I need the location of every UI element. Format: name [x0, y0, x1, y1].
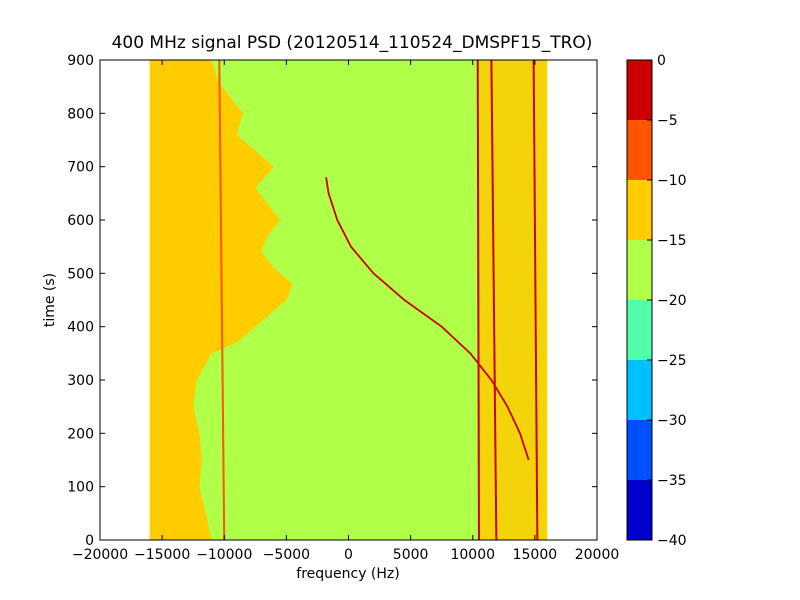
- x-tick-label: 20000: [575, 547, 620, 563]
- colorbar-tick-label: −40: [657, 533, 687, 549]
- y-tick-label: 400: [67, 320, 94, 336]
- x-tick-label: −15000: [134, 547, 190, 563]
- carrier-line: [476, 60, 480, 540]
- colorbar-tick-label: 0: [657, 53, 666, 69]
- x-tick-label: 10000: [450, 547, 495, 563]
- y-tick-label: 100: [67, 480, 94, 496]
- x-axis-label: frequency (Hz): [296, 566, 399, 582]
- y-tick-label: 0: [85, 533, 94, 549]
- y-axis-label: time (s): [42, 273, 58, 327]
- colorbar-segment: [627, 420, 652, 480]
- colorbar-segment: [627, 120, 652, 180]
- colorbar-segment: [627, 480, 652, 540]
- y-tick-label: 300: [67, 373, 94, 389]
- doppler-curve: [325, 177, 530, 461]
- carrier-line: [218, 60, 226, 540]
- colorbar-segment: [627, 360, 652, 420]
- y-tick-label: 200: [67, 426, 94, 442]
- carrier-line: [490, 60, 498, 540]
- colorbar-tick-label: −30: [657, 413, 687, 429]
- carrier-line: [532, 60, 539, 540]
- colorbar: 0 −5 −10 −15 −20 −25 −30 −35 −40: [626, 53, 687, 549]
- colorbar-segment: [627, 60, 652, 120]
- colorbar-tick-label: −5: [657, 113, 678, 129]
- colorbar-tick-label: −15: [657, 233, 687, 249]
- colorbar-segment: [627, 180, 652, 240]
- y-tick-label: 700: [67, 160, 94, 176]
- x-tick-label: 15000: [513, 547, 558, 563]
- colorbar-tick-label: −35: [657, 473, 687, 489]
- x-tick-label: −5000: [263, 547, 310, 563]
- colorbar-segment: [627, 240, 652, 300]
- colorbar-tick-label: −10: [657, 173, 687, 189]
- x-tick-label: −20000: [72, 547, 128, 563]
- plot-area: −20000 −15000 −10000 −5000 0 5000 10000 15000 20…: [67, 53, 619, 563]
- chart-title: 400 MHz signal PSD (20120514_110524_DMSP…: [112, 33, 593, 53]
- x-tick-label: 0: [344, 547, 353, 563]
- y-tick-label: 500: [67, 266, 94, 282]
- colorbar-segment: [627, 300, 652, 360]
- colorbar-tick-label: −20: [657, 293, 687, 309]
- plot-frame: [99, 59, 598, 541]
- y-tick-label: 600: [67, 213, 94, 229]
- x-tick-label: −10000: [196, 547, 252, 563]
- y-tick-label: 800: [67, 106, 94, 122]
- colorbar-tick-label: −25: [657, 353, 687, 369]
- x-tick-label: 5000: [393, 547, 429, 563]
- y-tick-label: 900: [67, 53, 94, 69]
